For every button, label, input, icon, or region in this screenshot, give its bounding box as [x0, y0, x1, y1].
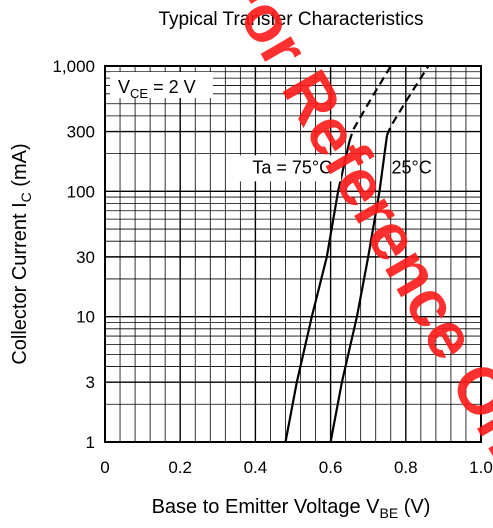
plot-grid: [105, 66, 481, 442]
series-label-background: [235, 155, 342, 182]
series-label-75c: Ta = 75°C: [252, 157, 332, 177]
x-axis-title: Base to Emitter Voltage VBE (V): [152, 496, 431, 521]
chart-title: Typical Transfer Characteristics: [158, 9, 423, 30]
condition-label-background: [110, 72, 213, 98]
series-line-dashed: [385, 65, 430, 136]
y-tick-label: 300: [67, 123, 95, 142]
y-axis-title: Collector Current IC (mA): [9, 143, 34, 364]
plot-frame: [104, 65, 482, 443]
series-labels: Ta = 75°C 25°C: [235, 155, 432, 182]
vce-condition-label: VCE = 2 V: [118, 77, 196, 101]
x-tick-label: 1.0: [469, 458, 493, 477]
x-tick-label: 0.8: [394, 458, 418, 477]
x-tick-labels: 0 0.2 0.4 0.6 0.8 1.0: [100, 458, 493, 477]
x-tick-label: 0.4: [244, 458, 268, 477]
series-line-solid: [329, 135, 389, 443]
series-line-solid: [284, 141, 351, 443]
y-tick-label: 30: [76, 248, 95, 267]
x-tick-label: 0.6: [319, 458, 343, 477]
y-tick-label: 100: [67, 182, 95, 201]
x-tick-label: 0: [100, 458, 109, 477]
y-tick-label: 3: [86, 373, 95, 392]
y-tick-labels: 1 3 10 30 100 300 1,000: [52, 57, 95, 452]
y-tick-label: 10: [76, 308, 95, 327]
series-label-25c: 25°C: [391, 157, 431, 177]
series-line-dashed: [348, 65, 392, 142]
y-tick-label: 1: [86, 433, 95, 452]
x-tick-label: 0.2: [168, 458, 192, 477]
curves: [284, 65, 430, 443]
y-tick-label: 1,000: [52, 57, 95, 76]
